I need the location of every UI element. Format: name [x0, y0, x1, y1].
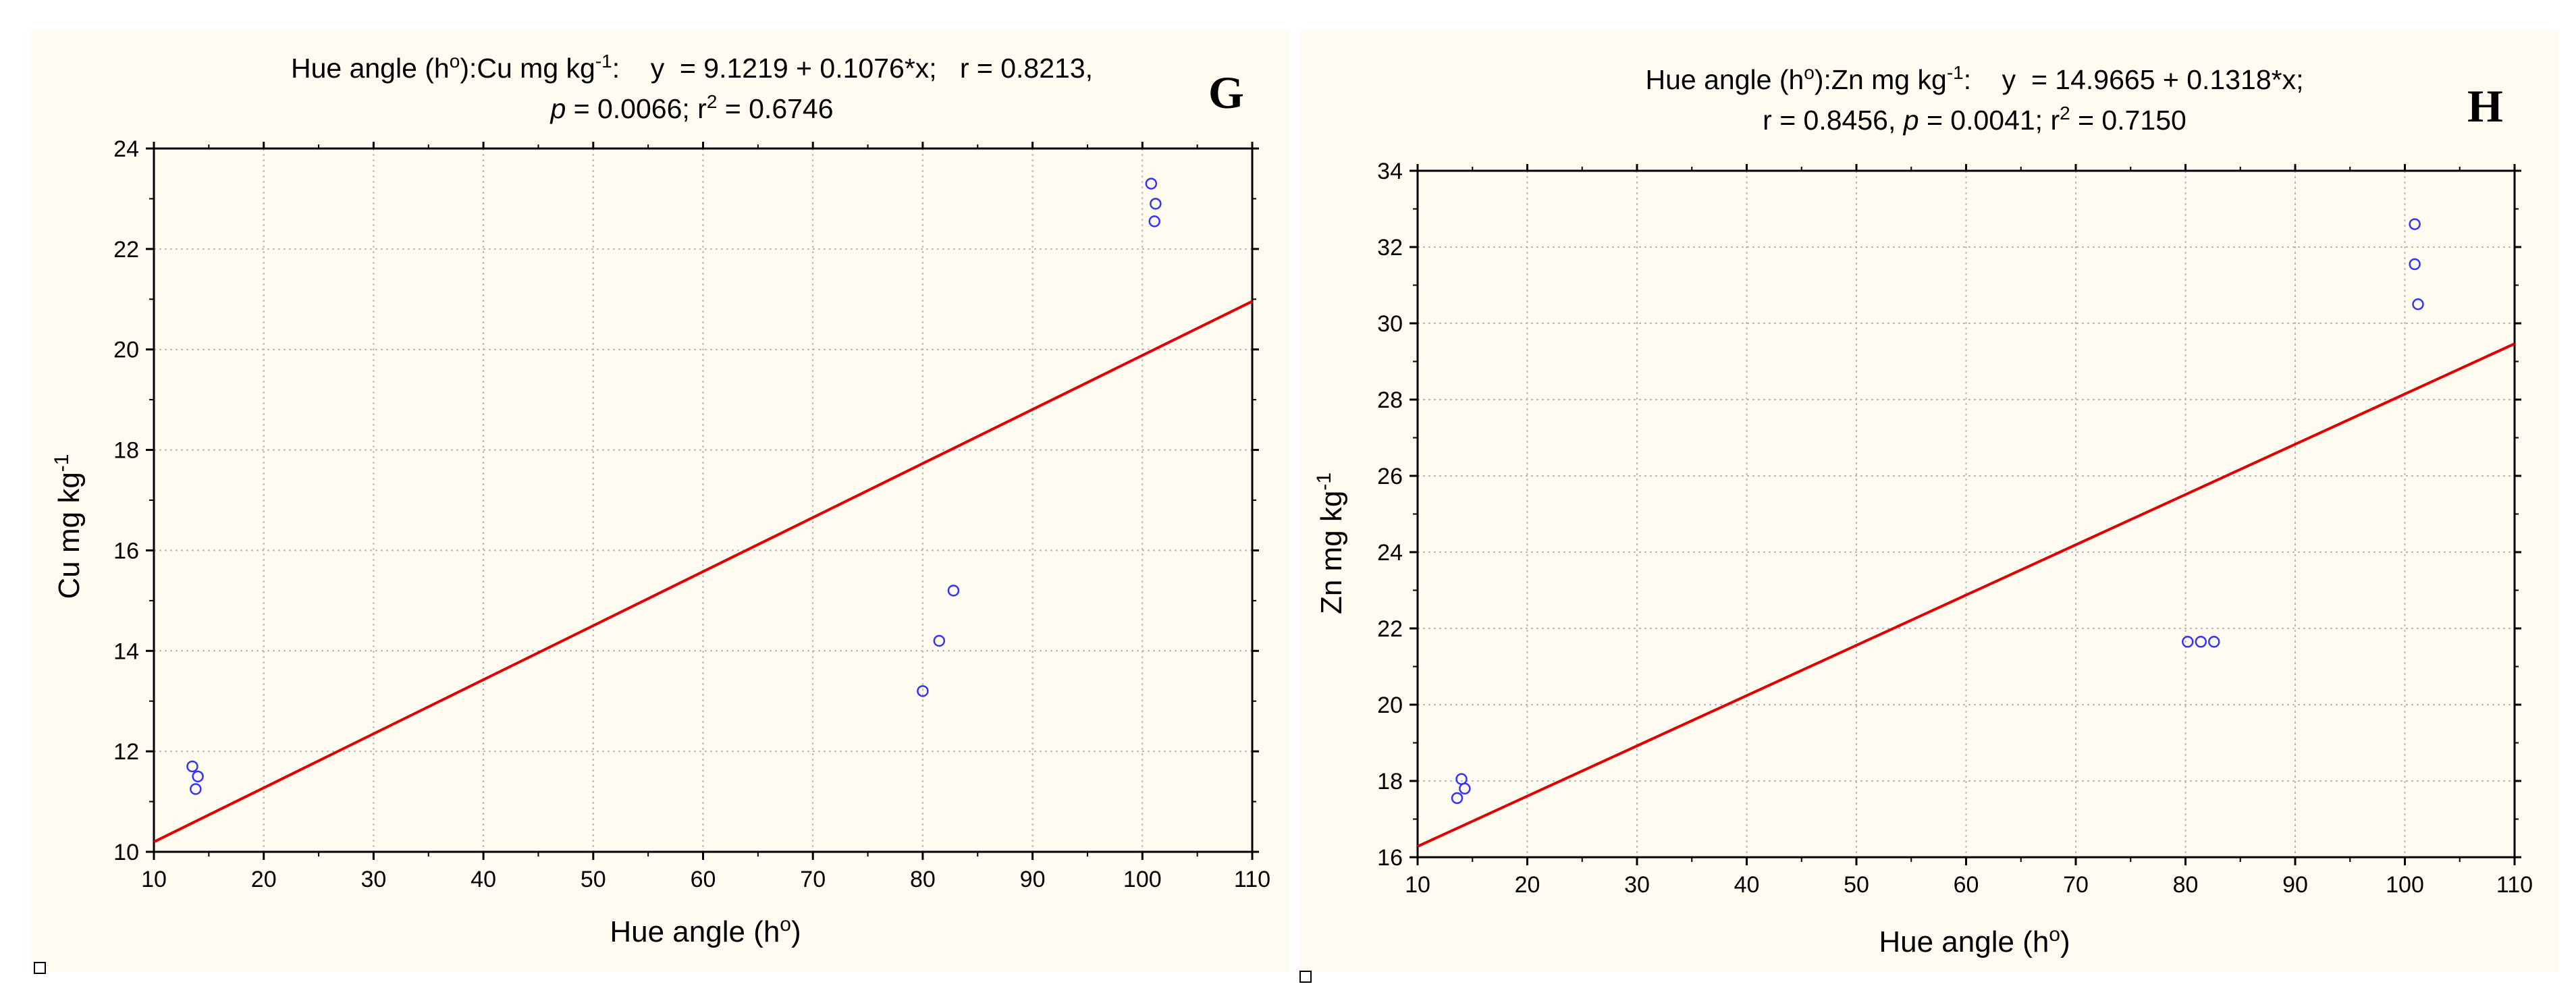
x-tick-label: 90 — [1020, 867, 1046, 892]
data-point — [1145, 178, 1158, 190]
x-tick-label: 50 — [581, 867, 606, 892]
x-tick-label: 70 — [2063, 872, 2089, 898]
chart-panel-h: 10 20 30 40 50 60 70 80 90 100 110 16 18 20 22 24 26 28 30… — [1299, 30, 2558, 972]
corner-marker — [34, 962, 46, 974]
x-tick-label: 40 — [1734, 872, 1760, 898]
x-tick-label: 50 — [1844, 872, 1869, 898]
panel-letter-g: G — [1208, 67, 1244, 118]
regression-line — [1417, 342, 2515, 848]
x-tick-label: 80 — [910, 867, 936, 892]
y-axis-title: Cu mg kg-1 — [51, 454, 86, 599]
y-tick-label: 16 — [1377, 845, 1403, 871]
data-point — [2409, 258, 2421, 271]
y-tick-label: 22 — [113, 237, 139, 263]
y-tick-label: 30 — [1377, 311, 1403, 337]
data-point — [2182, 636, 2194, 648]
data-point — [1455, 773, 1468, 785]
data-point — [2409, 218, 2421, 230]
x-tick-label: 40 — [471, 867, 496, 892]
data-point — [190, 783, 202, 795]
scatter-chart-g: 10 20 30 40 50 60 70 80 90 100 110 10 12 14 16 18 20 22 24… — [51, 51, 1271, 949]
x-tick-label: 100 — [1123, 867, 1162, 892]
x-tick-label: 60 — [691, 867, 716, 892]
x-tick-label: 80 — [2173, 872, 2199, 898]
data-point — [947, 585, 960, 597]
data-point — [1451, 792, 1464, 805]
y-tick-label: 24 — [1377, 540, 1403, 566]
panel-letter-h: H — [2467, 80, 2503, 132]
chart-panel-g: 10 20 30 40 50 60 70 80 90 100 110 10 12 14 16 18 20 22 24… — [30, 30, 1289, 972]
x-tick-label: 90 — [2282, 872, 2308, 898]
x-tick-label: 10 — [141, 867, 167, 892]
y-tick-label: 16 — [113, 538, 139, 564]
data-point — [186, 760, 198, 773]
y-tick-label: 32 — [1377, 235, 1403, 261]
x-tick-label: 20 — [251, 867, 277, 892]
x-tick-label: 30 — [1624, 872, 1650, 898]
scatter-chart-h: 10 20 30 40 50 60 70 80 90 100 110 16 18 20 22 24 26 28 30… — [1313, 62, 2533, 959]
y-tick-label: 10 — [113, 840, 139, 865]
data-point — [933, 634, 946, 647]
chart-title-line1: Hue angle (ho):Zn mg kg-1: y = 14.9665 +… — [1646, 62, 2304, 96]
data-point — [917, 685, 929, 697]
chart-title-line2: r = 0.8456, p = 0.0041; r2 = 0.7150 — [1763, 103, 2186, 136]
x-tick-label: 70 — [800, 867, 826, 892]
y-tick-label: 18 — [113, 438, 139, 464]
y-tick-label: 12 — [113, 739, 139, 765]
data-point — [1459, 782, 1471, 795]
x-tick-label: 110 — [2496, 872, 2533, 898]
y-tick-label: 34 — [1377, 159, 1403, 184]
x-tick-label: 30 — [360, 867, 386, 892]
corner-marker — [1299, 971, 1312, 983]
data-point — [2195, 636, 2207, 648]
regression-line — [153, 300, 1253, 844]
x-tick-label: 10 — [1405, 872, 1430, 898]
data-point — [192, 770, 204, 783]
y-tick-label: 18 — [1377, 769, 1403, 794]
x-axis-title: Hue angle (ho) — [1879, 923, 2070, 959]
y-tick-label: 24 — [113, 136, 139, 162]
data-point — [2412, 298, 2424, 310]
x-tick-label: 110 — [1234, 867, 1270, 892]
y-tick-label: 20 — [113, 337, 139, 363]
chart-title-line2: p = 0.0066; r2 = 0.6746 — [549, 91, 833, 125]
y-tick-label: 26 — [1377, 464, 1403, 489]
x-axis-title: Hue angle (ho) — [610, 913, 801, 949]
y-tick-label: 14 — [113, 639, 139, 664]
x-tick-label: 20 — [1515, 872, 1540, 898]
y-tick-label: 20 — [1377, 693, 1403, 718]
x-tick-label: 100 — [2386, 872, 2424, 898]
y-axis-title: Zn mg kg-1 — [1313, 472, 1349, 614]
y-tick-label: 28 — [1377, 387, 1403, 413]
data-point — [1148, 215, 1160, 227]
data-point — [1150, 198, 1162, 210]
chart-title-line1: Hue angle (ho):Cu mg kg-1: y = 9.1219 + … — [291, 51, 1093, 84]
data-point — [2208, 636, 2220, 648]
x-tick-label: 60 — [1954, 872, 1979, 898]
y-tick-label: 22 — [1377, 616, 1403, 642]
